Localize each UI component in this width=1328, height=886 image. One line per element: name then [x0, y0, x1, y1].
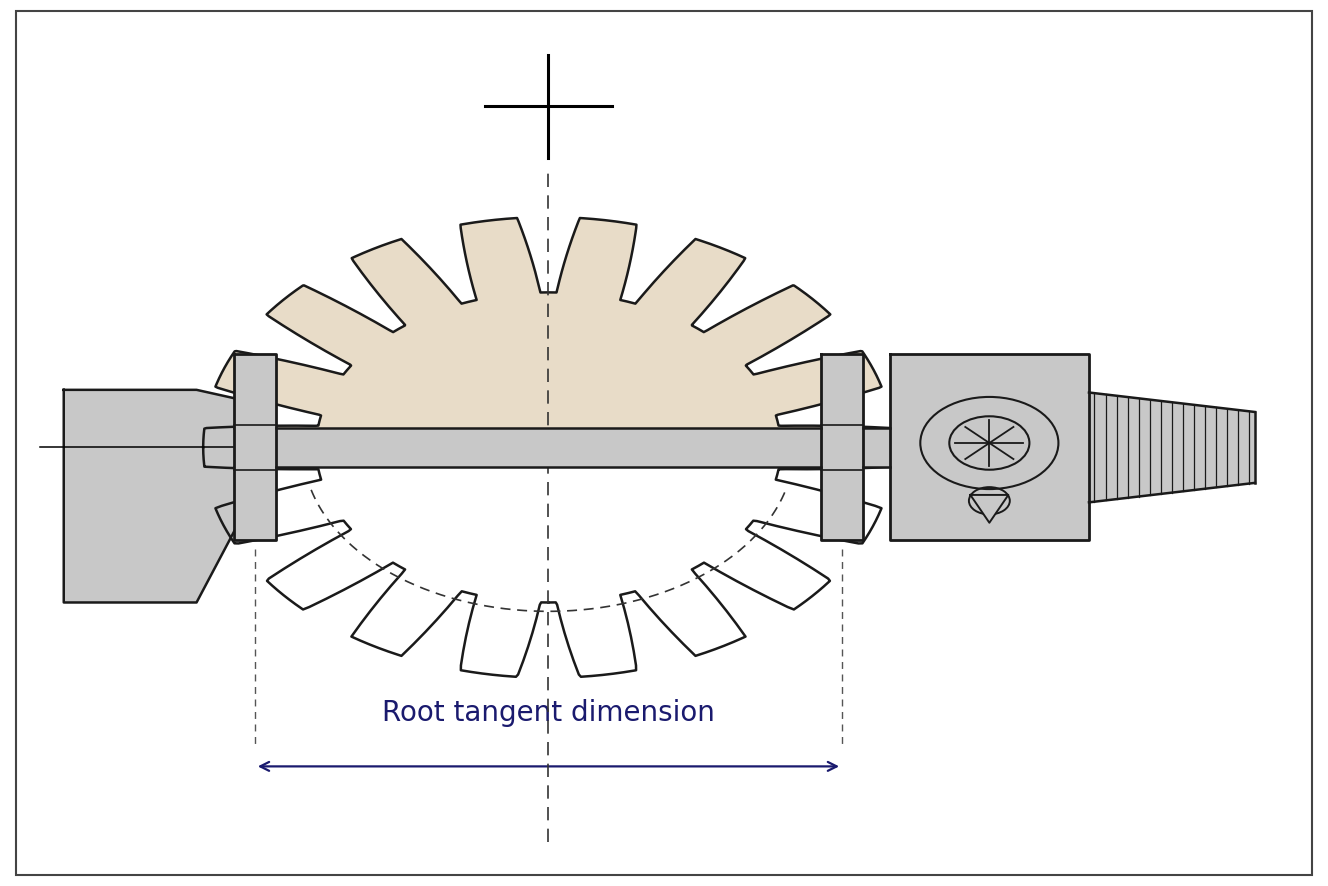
- Circle shape: [969, 487, 1009, 515]
- Polygon shape: [821, 354, 863, 540]
- Polygon shape: [1089, 392, 1255, 502]
- Polygon shape: [64, 390, 236, 602]
- Polygon shape: [890, 354, 1089, 540]
- Polygon shape: [234, 428, 236, 467]
- Text: Root tangent dimension: Root tangent dimension: [382, 698, 714, 727]
- Polygon shape: [234, 354, 276, 540]
- Polygon shape: [276, 428, 821, 467]
- Polygon shape: [203, 218, 894, 447]
- Polygon shape: [971, 495, 1008, 523]
- Polygon shape: [863, 428, 890, 467]
